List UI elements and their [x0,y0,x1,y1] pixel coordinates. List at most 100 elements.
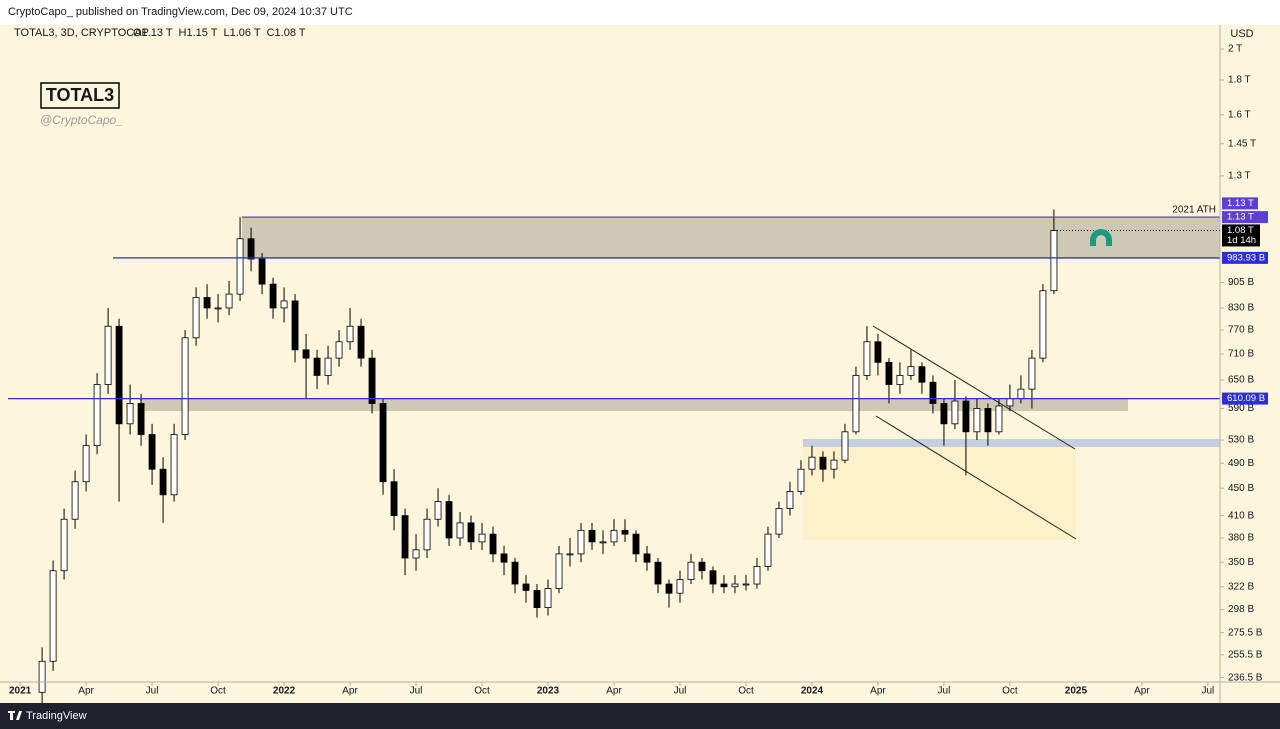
magnet-icon [1090,229,1112,246]
y-tick-label: 530 B [1228,435,1254,446]
x-tick-label: Jul [146,686,159,697]
candle-body [841,431,849,461]
x-tick-label: Apr [78,686,94,697]
candle-body [566,553,574,556]
candle-body [863,341,871,376]
price-tag-label: 1.13 T [1227,198,1254,209]
candle-body [71,481,79,520]
price-tag [1222,251,1268,264]
y-tick-label: 236.5 B [1228,672,1263,683]
candle-body [60,518,68,572]
candle-body [995,405,1003,433]
candle-body [291,300,299,351]
x-tick-label: Jul [1202,686,1215,697]
x-tick-label: Apr [342,686,358,697]
candle-body [115,325,123,425]
candle-body [148,434,156,470]
candle-body [951,400,959,425]
price-tag [1222,211,1268,224]
x-tick-label: Jul [674,686,687,697]
candle-body [687,561,695,580]
author: @CryptoCapo_ [40,113,123,127]
candle-body [665,583,673,594]
published-line: CryptoCapo_ published on TradingView.com… [8,6,353,18]
candle-body [49,570,57,662]
candle-body [819,456,827,470]
candle-body [280,300,288,309]
candle-body [511,561,519,585]
candle-body [962,400,970,433]
channel-line [875,415,1077,540]
candle-body [1028,357,1036,390]
price-tag [1222,197,1258,210]
candle-body [247,238,255,260]
footer-brand: TradingView [26,710,87,722]
candle-body [555,553,563,589]
candle-body [709,570,717,585]
top-bar [0,0,1280,25]
y-tick-label: 380 B [1228,533,1254,544]
y-tick-label: 650 B [1228,375,1254,386]
candle-body [192,297,200,339]
candle-body [478,533,486,543]
candle-body [1050,230,1058,292]
axes: 2 T 1.8 T 1.6 T 1.45 T 1.3 T 905 B 830 B 770 B 7… [9,44,1268,697]
candle-body [126,403,134,425]
candle-body [170,434,178,496]
candle-body [82,445,90,483]
candle-body [467,522,475,543]
candle-body [489,533,497,555]
x-tick-label: Apr [606,686,622,697]
price-axis [1220,25,1280,703]
candle-body [885,361,893,385]
candle-body [643,553,651,563]
candle-body [104,325,112,385]
y-tick-label: 350 B [1228,557,1254,568]
candle-body [786,491,794,509]
ohlc-value: L1.06 T [223,27,260,39]
candle-body [38,660,46,693]
candle-body [368,357,376,404]
x-tick-label: Oct [210,686,226,697]
candle-body [676,579,684,594]
candle-body [137,403,145,435]
y-tick-label: 1.6 T [1228,109,1251,120]
y-tick-label: 450 B [1228,483,1254,494]
candle-body [412,549,420,559]
candle-body [236,238,244,295]
x-tick-label: 2025 [1065,686,1088,697]
annotation: 2021 ATH [1172,205,1216,216]
symbol: TOTAL3, 3D, CRYPTOCAP [14,27,149,39]
y-tick-label: 275.5 B [1228,627,1263,638]
y-tick-label: 490 B [1228,458,1254,469]
candle-body [874,341,882,363]
candle-body [808,456,816,470]
price-tag-label: 610.09 B [1227,393,1265,404]
y-tick-label: 410 B [1228,510,1254,521]
candle-body [445,501,453,539]
candle-body [544,588,552,608]
ohlc-value: O1.13 T [133,27,173,39]
candle-body [434,501,442,520]
y-tick-label: 770 B [1228,325,1254,336]
candle-body [335,341,343,359]
candle-body [522,583,530,591]
currency: USD [1230,28,1253,40]
x-tick-label: Oct [1002,686,1018,697]
candle-body [390,481,398,517]
x-tick-label: 2022 [273,686,296,697]
candle-body [610,529,618,543]
price-tag-label: 983.93 B [1227,252,1265,263]
candle-body [830,459,838,470]
candle-body [973,408,981,433]
y-tick-label: 830 B [1228,303,1254,314]
x-tick-label: Apr [1134,686,1150,697]
x-tick-label: Apr [870,686,886,697]
candle-body [599,541,607,544]
candle-body [379,403,387,483]
candle-body [456,522,464,539]
candle-body [533,590,541,608]
channel-line [872,325,1076,450]
x-tick-label: 2024 [801,686,824,697]
